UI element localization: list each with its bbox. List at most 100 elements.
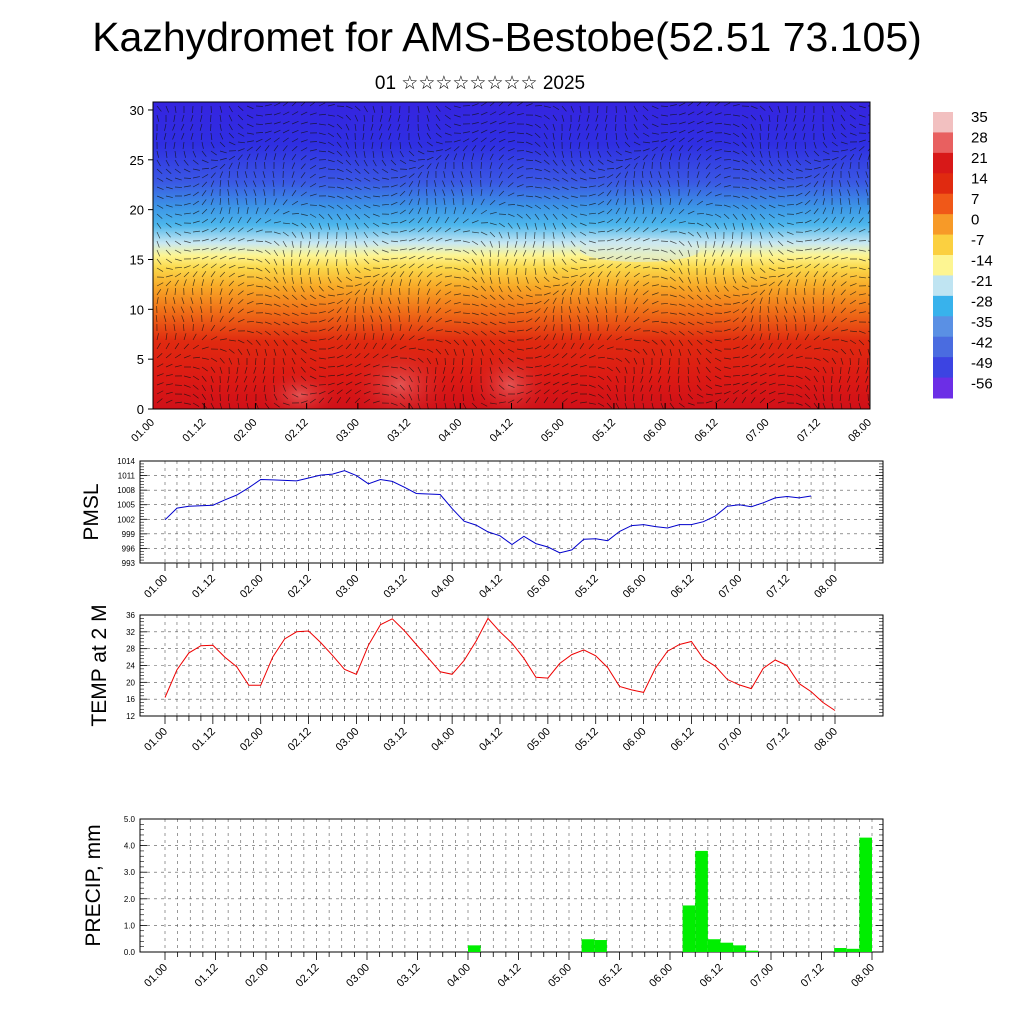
wind-barb bbox=[804, 366, 812, 371]
wind-barb bbox=[246, 114, 254, 119]
wind-barb bbox=[264, 122, 272, 125]
heatmap-x-tick-label: 03.00 bbox=[334, 417, 362, 445]
x-tick-label: 04.12 bbox=[477, 573, 505, 601]
wind-barb bbox=[489, 375, 493, 383]
wind-barb bbox=[181, 114, 185, 122]
wind-barb bbox=[579, 333, 582, 341]
precip-bar bbox=[834, 948, 847, 952]
wind-barb bbox=[813, 159, 821, 163]
wind-barb bbox=[201, 150, 207, 157]
wind-barb bbox=[201, 159, 209, 164]
wind-barb bbox=[533, 258, 536, 266]
wind-barb bbox=[732, 276, 737, 284]
wind-barb bbox=[165, 204, 173, 208]
wind-barb bbox=[615, 375, 619, 383]
wind-barb bbox=[336, 132, 342, 139]
wind-barb bbox=[606, 366, 613, 372]
wind-barb bbox=[264, 219, 272, 224]
wind-barb bbox=[435, 298, 441, 305]
x-tick-label: 05.12 bbox=[573, 726, 601, 754]
wind-barb bbox=[786, 375, 795, 378]
wind-barb bbox=[723, 185, 731, 188]
wind-barb bbox=[507, 222, 513, 229]
wind-barb bbox=[759, 177, 767, 182]
wind-barb bbox=[300, 163, 306, 170]
wind-barb bbox=[777, 400, 785, 404]
wind-barb bbox=[588, 249, 596, 252]
wind-barb bbox=[399, 182, 406, 188]
wind-barb bbox=[804, 334, 810, 341]
heatmap-x-tick-label: 05.00 bbox=[539, 417, 567, 445]
wind-barb bbox=[201, 141, 204, 149]
wind-barb bbox=[714, 222, 720, 230]
wind-barb bbox=[651, 258, 659, 261]
wind-barb bbox=[210, 172, 216, 179]
wind-barb bbox=[723, 113, 731, 116]
wind-barb bbox=[372, 400, 380, 404]
wind-barb bbox=[642, 339, 650, 344]
wind-barb bbox=[210, 207, 215, 215]
wind-barb bbox=[651, 320, 659, 323]
wind-barb bbox=[354, 249, 358, 257]
wind-barb bbox=[273, 303, 281, 307]
wind-barb bbox=[300, 400, 308, 404]
wind-barb bbox=[624, 237, 632, 242]
wind-barb bbox=[515, 267, 518, 275]
wind-barb bbox=[363, 114, 366, 122]
wind-barb bbox=[570, 353, 577, 359]
wind-barb bbox=[687, 258, 690, 266]
wind-barb bbox=[480, 161, 482, 170]
wind-barb bbox=[867, 312, 870, 314]
wind-barb bbox=[516, 132, 524, 135]
wind-barb bbox=[453, 207, 457, 215]
wind-barb bbox=[399, 209, 406, 215]
wind-barb bbox=[246, 105, 254, 110]
wind-barb bbox=[750, 258, 753, 266]
wind-barb bbox=[714, 231, 717, 239]
wind-barb bbox=[298, 249, 302, 257]
wind-barb bbox=[534, 141, 541, 147]
wind-barb bbox=[678, 153, 682, 161]
wind-barb bbox=[183, 231, 191, 234]
wind-barb bbox=[595, 297, 599, 305]
wind-barb bbox=[525, 204, 533, 209]
wind-barb bbox=[219, 279, 224, 287]
wind-barb bbox=[489, 145, 496, 152]
wind-barb bbox=[300, 384, 308, 389]
wind-barb bbox=[291, 357, 296, 365]
wind-barb bbox=[588, 355, 596, 359]
wind-barb bbox=[371, 324, 374, 332]
wind-barb bbox=[156, 150, 159, 158]
wind-barb bbox=[542, 240, 545, 248]
wind-barb bbox=[606, 208, 613, 215]
wind-barb bbox=[696, 171, 700, 179]
wind-barb bbox=[849, 154, 855, 161]
wind-barb bbox=[534, 222, 538, 230]
wind-barb bbox=[597, 279, 601, 287]
wind-barb bbox=[516, 391, 524, 395]
wind-barb bbox=[345, 132, 349, 140]
wind-barb bbox=[363, 267, 371, 271]
wind-barb bbox=[317, 267, 320, 275]
wind-barb bbox=[363, 288, 368, 296]
wind-barb bbox=[282, 375, 285, 383]
wind-barb bbox=[831, 156, 839, 161]
wind-barb bbox=[741, 389, 748, 395]
wind-barb bbox=[372, 333, 375, 341]
wind-barb bbox=[840, 348, 847, 355]
wind-barb bbox=[804, 239, 812, 242]
wind-barb bbox=[489, 312, 497, 317]
wind-barb bbox=[264, 258, 271, 265]
wind-barb bbox=[723, 222, 727, 230]
wind-barb bbox=[435, 329, 443, 332]
wind-barb bbox=[525, 390, 533, 395]
wind-barb bbox=[660, 321, 668, 324]
wind-barb bbox=[172, 306, 176, 314]
wind-barb bbox=[615, 336, 623, 341]
wind-barb bbox=[633, 306, 639, 314]
wind-barb bbox=[579, 231, 587, 236]
wind-barb bbox=[228, 162, 233, 170]
wind-barb bbox=[516, 294, 524, 299]
wind-barb bbox=[426, 247, 434, 251]
wind-barb bbox=[579, 258, 587, 262]
